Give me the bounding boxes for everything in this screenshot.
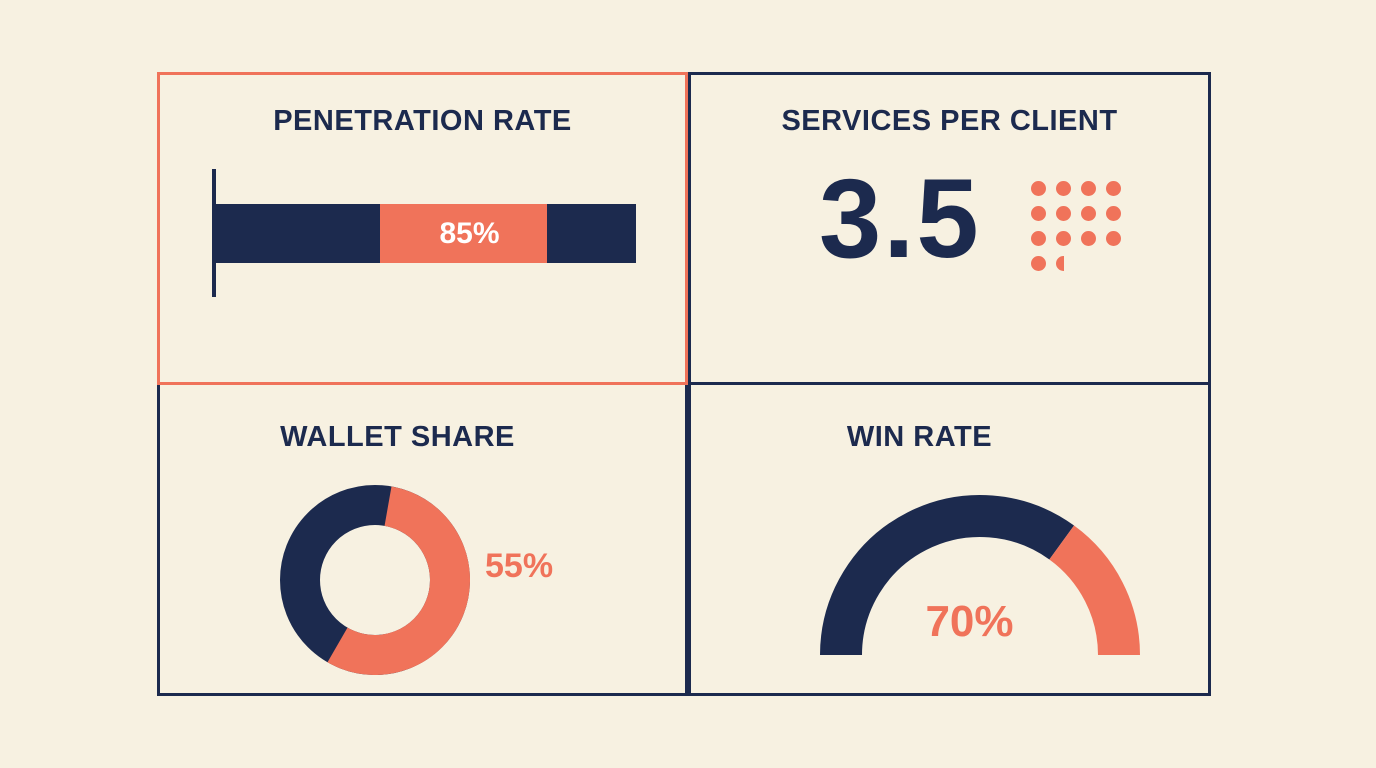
penetration-rate-panel[interactable]: PENETRATION RATE 85% — [157, 72, 688, 385]
win-rate-gauge — [820, 495, 1140, 656]
services-per-client-panel[interactable]: SERVICES PER CLIENT 3.5 — [688, 72, 1211, 385]
wallet-share-panel[interactable]: WALLET SHARE 55% — [157, 382, 688, 696]
penetration-bar-track: 85% — [214, 204, 636, 263]
services-per-client-title: SERVICES PER CLIENT — [781, 105, 1118, 137]
dot-grid-icon — [1031, 181, 1131, 281]
penetration-bar-fill: 85% — [380, 204, 547, 263]
wallet-share-value: 55% — [485, 547, 554, 585]
penetration-rate-title: PENETRATION RATE — [273, 105, 572, 137]
win-rate-title: WIN RATE — [846, 421, 993, 453]
services-per-client-value: 3.5 — [819, 156, 981, 281]
gauge-segment — [1048, 525, 1140, 656]
gauge-track — [820, 495, 1075, 656]
penetration-rate-value: 85% — [439, 216, 500, 250]
wallet-share-title: WALLET SHARE — [280, 421, 515, 453]
wallet-share-donut-chart — [280, 485, 470, 675]
kpi-dashboard: PENETRATION RATE 85% SERVICES PER CLIENT… — [157, 72, 1211, 696]
win-rate-panel[interactable]: WIN RATE 70% — [688, 382, 1211, 696]
win-rate-value: 70% — [925, 597, 1014, 646]
donut-segment — [327, 486, 470, 675]
